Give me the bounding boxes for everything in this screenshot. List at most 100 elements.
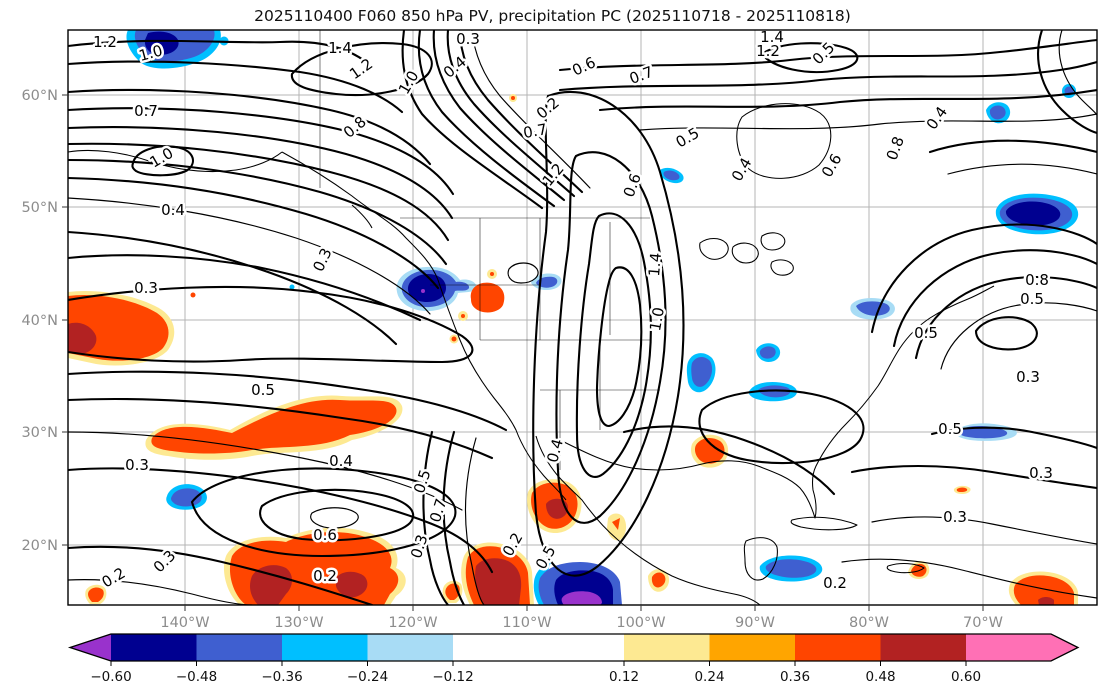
contour-label: 0.7	[522, 120, 549, 142]
colorbar-tick-label: −0.12	[432, 669, 473, 685]
colorbar-segment	[624, 634, 710, 661]
winnipeg-blue	[663, 170, 680, 181]
contour-label: 1.2	[93, 33, 117, 51]
contour-label: 0.4	[923, 103, 951, 133]
contour-label: 0.2	[313, 567, 337, 585]
colorbar-segment	[709, 634, 795, 661]
x-tick-label: 110°W	[502, 615, 551, 631]
x-tick-label: 130°W	[274, 615, 323, 631]
mo-blue	[691, 357, 713, 387]
contour-label: 0.3	[150, 547, 180, 577]
ne-blue-core	[1005, 201, 1061, 226]
guat-orange	[651, 572, 666, 588]
contour-label: 0.5	[410, 467, 434, 495]
colorbar-tick-label: −0.60	[90, 669, 131, 685]
contour-label: 0.4	[543, 437, 567, 465]
contour-label: 0.6	[313, 526, 337, 544]
contour-label: 0.8	[883, 134, 908, 163]
contour-label: 0.5	[1020, 290, 1044, 308]
contour-label: 0.4	[161, 201, 185, 219]
colorbar-segment	[880, 634, 966, 661]
x-tick-label: 70°W	[963, 615, 1003, 631]
bl-orange-core1	[250, 565, 292, 605]
contour-label: 0.5	[938, 420, 962, 438]
colorbar-tick-label: −0.48	[176, 669, 217, 685]
colorbar-segment	[453, 634, 624, 661]
y-tick-label: 60°N	[21, 88, 58, 104]
contour-label: 0.3	[456, 30, 480, 48]
colorbar-segment	[795, 634, 881, 661]
contour-label: 0.3	[134, 279, 158, 297]
colorbar-segment	[367, 634, 453, 661]
small-orange-wy-core	[451, 336, 457, 342]
contour-label: 1.2	[346, 55, 376, 83]
co-orange	[470, 282, 505, 313]
mx-blue-purple	[561, 591, 602, 605]
colorbar-tick-label: −0.24	[347, 669, 388, 685]
coastlines-borders	[68, 30, 995, 605]
colorbar-outline	[67, 633, 1080, 662]
left-edge-positive-core	[68, 322, 97, 354]
bl-corner-orange	[88, 587, 104, 602]
contour-label: 0.3	[407, 532, 431, 560]
colorbar-under-arrow	[70, 634, 111, 661]
ky-blue	[759, 346, 776, 359]
contour-label: 0.3	[309, 245, 335, 274]
yuc-orange-dash	[612, 518, 620, 530]
contour-label: 1.4	[645, 252, 665, 277]
colorbar-over-arrow	[1051, 634, 1078, 661]
contour-label: 0.7	[134, 102, 158, 120]
br-orange-core	[1038, 597, 1054, 605]
contour-label: 0.4	[329, 452, 353, 470]
mx-red2-core	[475, 558, 522, 605]
colorbar-segment	[282, 634, 368, 661]
map-border	[67, 29, 1098, 606]
colorbar-tick-label: 0.24	[694, 669, 724, 685]
contour-label: 0.5	[914, 324, 938, 342]
baja-blue	[171, 488, 202, 507]
y-tick-label: 30°N	[21, 425, 58, 441]
contour-label: 0.6	[569, 53, 598, 79]
x-tick-label: 100°W	[616, 615, 665, 631]
contour-label: 0.4	[728, 155, 756, 185]
colorbar-tick-labels: −0.60 −0.48 −0.36 −0.24 −0.12 0.12 0.24 0.36 0.4…	[90, 669, 981, 685]
la-orange	[694, 437, 725, 464]
carib-orange-dash	[956, 487, 968, 492]
contour-label: 0.4	[440, 53, 470, 82]
belize-blue	[765, 559, 817, 578]
contour-label: 1.0	[395, 68, 423, 98]
contour-label: 0.8	[1025, 271, 1049, 289]
colorbar-segment	[966, 634, 1051, 661]
contour-label: 0.2	[823, 574, 847, 592]
khaki-diamond-2-core	[461, 314, 465, 318]
axis-ticks	[62, 94, 984, 611]
x-tick-label: 120°W	[388, 615, 437, 631]
y-tick-label: 40°N	[21, 313, 58, 329]
contour-label: 0.3	[943, 508, 967, 526]
contour-label: 1.4	[328, 39, 352, 57]
x-tick-label: 140°W	[160, 615, 209, 631]
nv-purple-dot	[421, 289, 425, 293]
colorbar-tick-label: 0.60	[951, 669, 981, 685]
colorbar-segment	[111, 634, 197, 661]
colorbar-tick-label: 0.36	[780, 669, 810, 685]
pv-contour-lines	[68, 30, 1097, 605]
colorbar	[67, 633, 1080, 666]
colorbar-segment	[196, 634, 282, 661]
contour-label: 0.6	[818, 151, 846, 181]
contour-label: 1.2	[539, 160, 568, 190]
contour-label: 0.2	[533, 94, 563, 123]
orange-dot-sask-core	[511, 96, 515, 100]
colorbar-tick-label: 0.12	[609, 669, 639, 685]
contour-label: 0.7	[426, 496, 450, 524]
qc-blue	[989, 105, 1006, 120]
contour-label: 1.2	[756, 42, 780, 60]
cyan-dot-pac	[289, 284, 295, 290]
x-tick-label: 80°W	[849, 615, 889, 631]
contour-label: 0.3	[1029, 464, 1053, 482]
contour-label: 0.3	[1016, 368, 1040, 386]
longitude-tick-labels: 140°W 130°W 120°W 110°W 100°W 90°W 80°W 70°W	[160, 615, 1003, 631]
khaki-diamond-1-core	[490, 272, 494, 276]
